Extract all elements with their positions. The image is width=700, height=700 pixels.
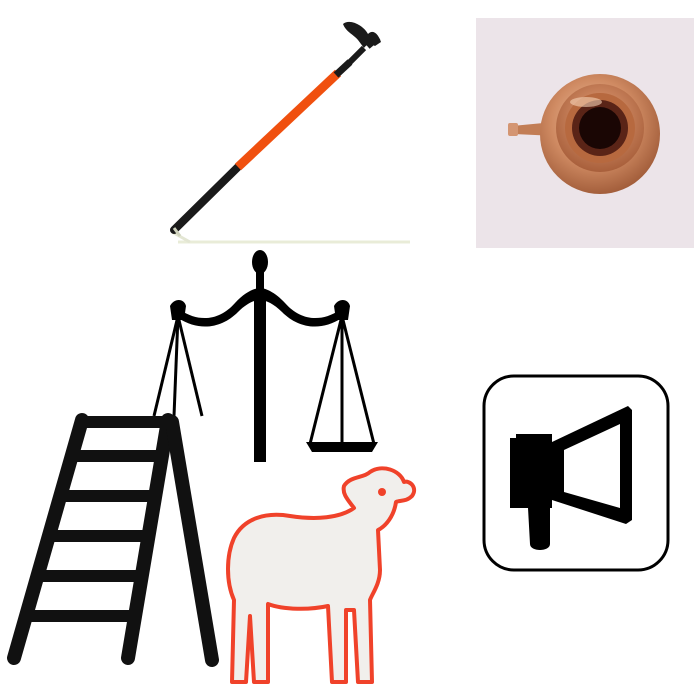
balance-scale-icon bbox=[150, 248, 380, 468]
megaphone-icon bbox=[476, 368, 676, 578]
copper-pot-photo bbox=[476, 18, 694, 248]
walking-stick-icon bbox=[160, 10, 420, 250]
ladder-icon bbox=[0, 410, 225, 700]
lamb-icon bbox=[220, 460, 420, 700]
